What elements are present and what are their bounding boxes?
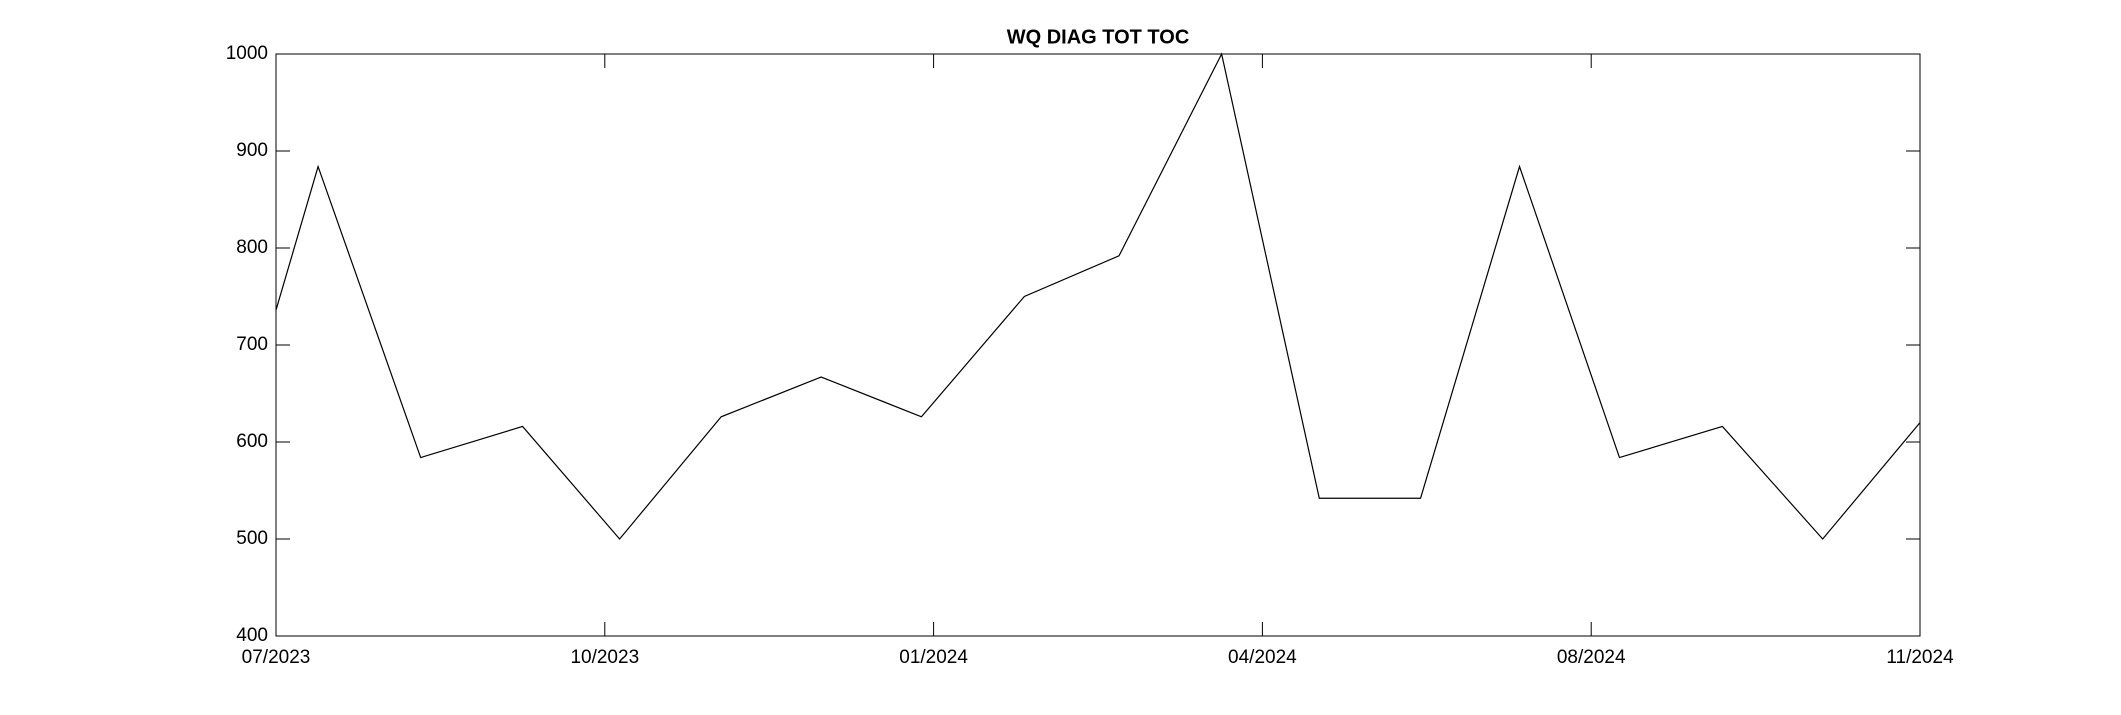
y-tick-label: 800 (236, 237, 268, 258)
y-tick-label: 1000 (226, 43, 268, 64)
x-tick-label: 01/2024 (899, 647, 968, 668)
y-tick-label: 600 (236, 431, 268, 452)
y-tick-label: 500 (236, 528, 268, 549)
y-tick-label: 700 (236, 334, 268, 355)
data-line (275, 52, 1921, 540)
chart-title: WQ DIAG TOT TOC (1007, 26, 1190, 48)
x-tick-label: 04/2024 (1228, 647, 1297, 668)
y-tick-label: 400 (236, 625, 268, 646)
y-tick-label: 900 (236, 140, 268, 161)
x-tick-label: 08/2024 (1557, 647, 1626, 668)
plot-frame (275, 53, 1921, 637)
x-tick-label: 07/2023 (242, 647, 311, 668)
x-tick-label: 10/2023 (570, 647, 639, 668)
x-tick-label: 11/2024 (1886, 647, 1954, 668)
